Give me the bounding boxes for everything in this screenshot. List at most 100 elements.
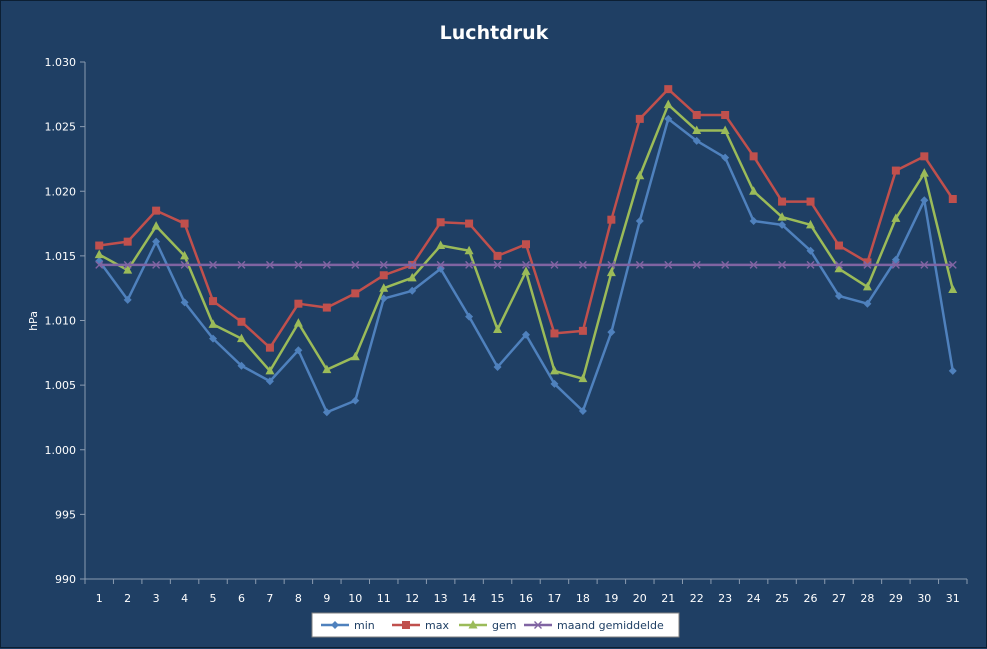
data-point-max bbox=[436, 218, 445, 227]
data-point-maand-gemiddelde bbox=[692, 260, 701, 269]
data-point-min bbox=[465, 312, 474, 321]
legend-label-gem: gem bbox=[492, 619, 516, 632]
data-point-maand-gemiddelde bbox=[152, 260, 161, 269]
data-point-min bbox=[265, 377, 274, 386]
data-point-gem bbox=[919, 168, 929, 177]
x-tick-label: 20 bbox=[633, 592, 647, 605]
data-point-gem bbox=[635, 170, 645, 180]
data-point-min bbox=[237, 361, 246, 370]
data-point-maand-gemiddelde bbox=[322, 260, 331, 269]
data-point-maand-gemiddelde bbox=[95, 260, 104, 269]
series-maand-gemiddelde bbox=[95, 260, 957, 269]
x-tick-label: 25 bbox=[775, 592, 789, 605]
data-point-min bbox=[493, 363, 502, 372]
x-tick-label: 28 bbox=[860, 592, 874, 605]
data-point-max bbox=[920, 152, 929, 161]
x-tick-label: 6 bbox=[238, 592, 245, 605]
y-tick-label: 1.025 bbox=[45, 121, 77, 134]
x-axis: 1 2 3 4 5 6 7 8 9 10 11 12 13 14 15 16 17 18 19 20 21 22 23 24 2… bbox=[84, 578, 968, 605]
y-tick-label: 995 bbox=[55, 508, 76, 521]
data-point-min bbox=[209, 334, 218, 343]
data-point-maand-gemiddelde bbox=[920, 260, 929, 269]
data-point-maand-gemiddelde bbox=[721, 260, 730, 269]
data-point-maand-gemiddelde bbox=[436, 260, 445, 269]
x-tick-label: 22 bbox=[690, 592, 704, 605]
data-point-min bbox=[635, 216, 644, 225]
data-point-maand-gemiddelde bbox=[493, 260, 502, 269]
x-tick-label: 8 bbox=[295, 592, 302, 605]
data-point-maand-gemiddelde bbox=[522, 260, 530, 269]
series-max bbox=[95, 85, 957, 352]
series-line-max bbox=[99, 87, 954, 349]
legend-entry-maand-gemiddelde: maand gemiddelde bbox=[524, 619, 664, 632]
data-point-min bbox=[152, 237, 161, 246]
data-point-gem bbox=[464, 245, 474, 255]
series-layer bbox=[94, 85, 958, 417]
data-point-gem bbox=[806, 219, 816, 229]
y-tick-label: 1.000 bbox=[45, 444, 77, 457]
data-point-min bbox=[664, 114, 673, 123]
x-tick-label: 17 bbox=[547, 592, 561, 605]
data-point-max bbox=[891, 166, 900, 175]
data-point-max bbox=[294, 299, 303, 308]
y-axis: 990 995 1.000 1.005 1.010 1.015 1.020 1.025 1.03… bbox=[45, 56, 86, 586]
data-point-min bbox=[578, 406, 587, 415]
legend-marker-maand-gemiddelde bbox=[534, 621, 542, 629]
data-point-maand-gemiddelde bbox=[664, 260, 673, 269]
data-point-max bbox=[123, 237, 132, 246]
data-point-gem bbox=[692, 125, 702, 135]
data-point-max bbox=[607, 215, 616, 224]
data-point-maand-gemiddelde bbox=[180, 260, 189, 269]
data-point-max bbox=[322, 303, 331, 312]
data-point-max bbox=[778, 197, 787, 206]
data-point-max bbox=[749, 152, 758, 161]
chart-title: Luchtdruk bbox=[440, 22, 549, 44]
data-point-maand-gemiddelde bbox=[834, 260, 843, 269]
data-point-max bbox=[578, 326, 587, 335]
data-point-maand-gemiddelde bbox=[408, 260, 417, 269]
legend-marker-min bbox=[331, 621, 339, 629]
x-tick-label: 24 bbox=[747, 592, 761, 605]
data-point-gem bbox=[350, 351, 360, 361]
data-point-max bbox=[721, 110, 730, 119]
data-point-min bbox=[749, 216, 758, 225]
data-point-gem bbox=[265, 365, 275, 375]
data-point-gem bbox=[151, 221, 161, 230]
data-point-maand-gemiddelde bbox=[351, 260, 360, 269]
data-point-min bbox=[721, 153, 730, 162]
data-point-min bbox=[550, 379, 559, 388]
data-point-maand-gemiddelde bbox=[607, 260, 616, 269]
legend: min max gem maand gemiddelde bbox=[311, 612, 680, 638]
x-tick-label: 2 bbox=[124, 592, 131, 605]
data-point-maand-gemiddelde bbox=[550, 260, 559, 269]
x-tick-label: 27 bbox=[832, 592, 846, 605]
data-point-min bbox=[778, 220, 787, 229]
data-point-min bbox=[123, 295, 132, 304]
x-tick-label: 11 bbox=[377, 592, 391, 605]
data-point-gem bbox=[208, 319, 218, 328]
x-tick-label: 4 bbox=[181, 592, 188, 605]
data-point-max bbox=[379, 271, 388, 280]
data-point-max bbox=[180, 219, 189, 228]
data-point-gem bbox=[948, 284, 958, 293]
data-point-gem bbox=[749, 186, 759, 195]
data-point-maand-gemiddelde bbox=[294, 260, 303, 269]
data-point-min bbox=[806, 246, 815, 255]
data-point-max bbox=[209, 297, 218, 306]
data-point-max bbox=[493, 251, 502, 260]
data-point-min bbox=[294, 346, 303, 355]
data-point-gem bbox=[777, 212, 787, 221]
data-point-maand-gemiddelde bbox=[778, 260, 787, 269]
data-point-min bbox=[379, 294, 388, 303]
x-tick-label: 31 bbox=[946, 592, 960, 605]
x-tick-label: 14 bbox=[462, 592, 476, 605]
data-point-max bbox=[95, 241, 104, 250]
data-point-min bbox=[322, 408, 331, 417]
data-point-max bbox=[834, 241, 843, 250]
x-tick-label: 29 bbox=[889, 592, 903, 605]
data-point-gem bbox=[891, 213, 901, 222]
legend-box bbox=[311, 612, 680, 638]
data-point-min bbox=[863, 299, 872, 308]
